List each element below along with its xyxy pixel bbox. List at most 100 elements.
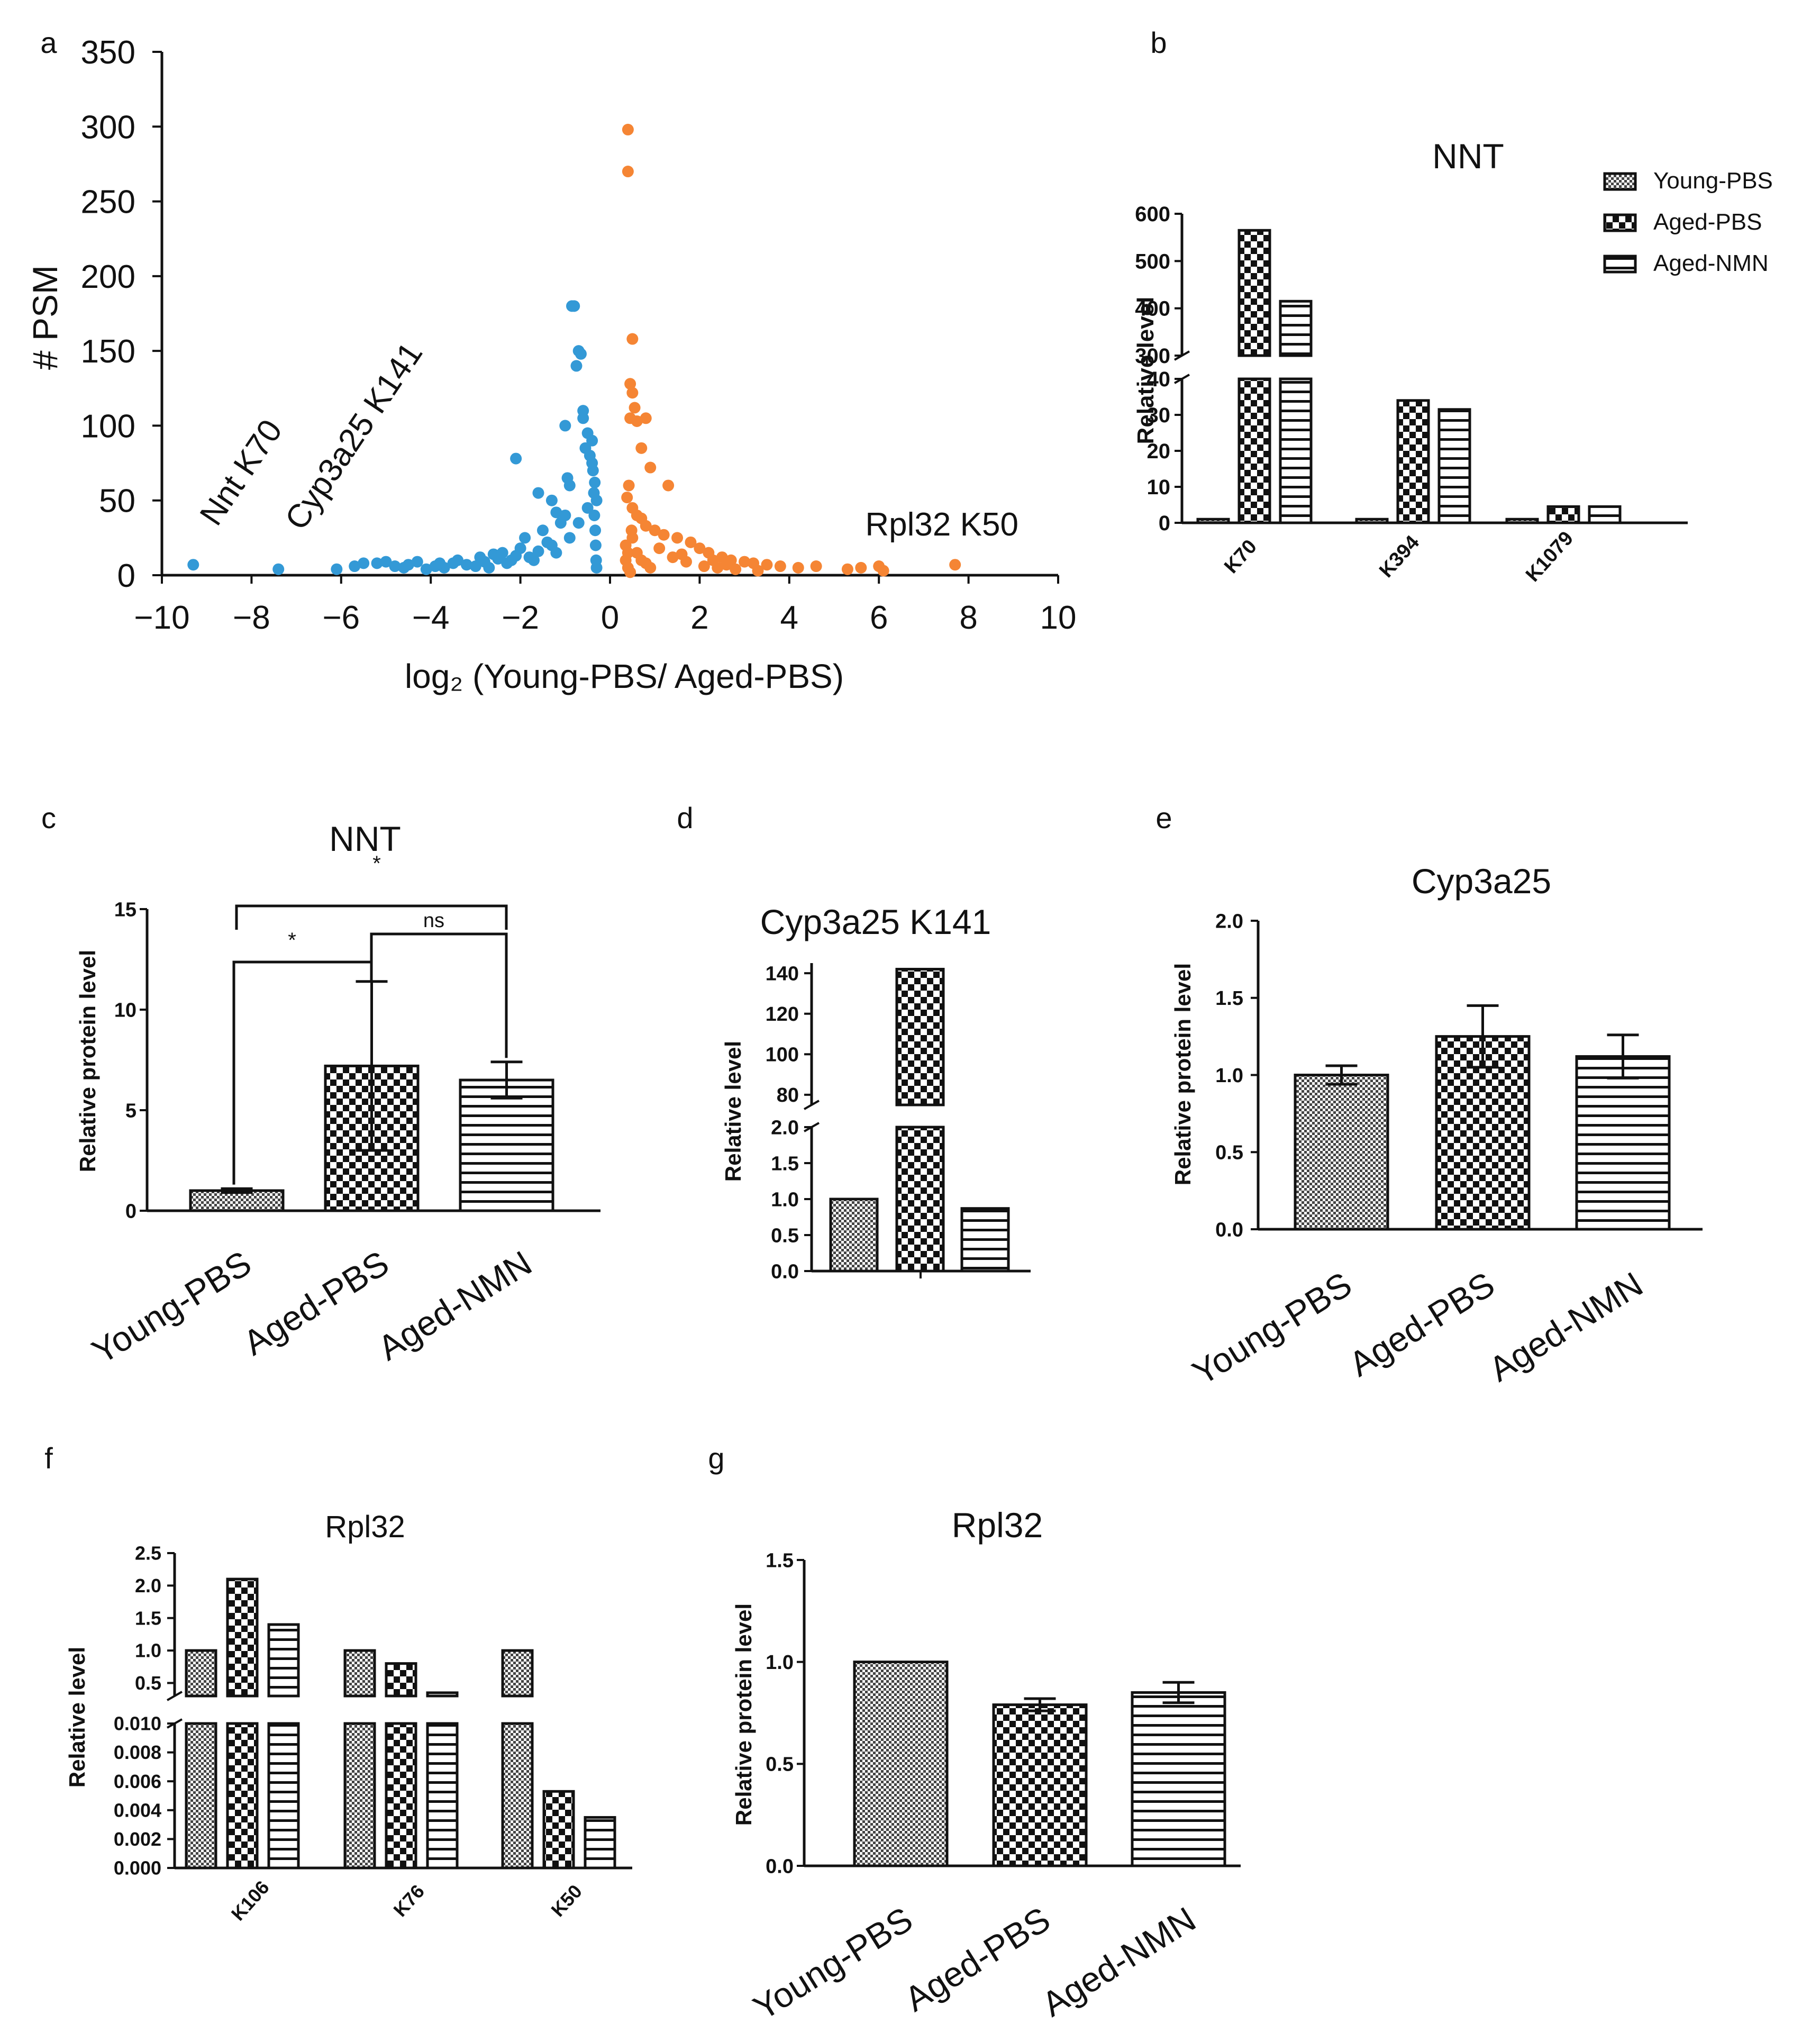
point-down bbox=[528, 554, 540, 566]
bar-f-lower bbox=[426, 1722, 459, 1870]
y-tick-label-g: 0.5 bbox=[766, 1754, 794, 1776]
y-tick-label-a: 0 bbox=[117, 558, 135, 594]
point-up bbox=[730, 563, 742, 575]
sig-bracket-c bbox=[235, 904, 508, 930]
x-tick-label-a: 2 bbox=[690, 600, 708, 636]
bar-b bbox=[1396, 399, 1430, 524]
point-down bbox=[590, 561, 603, 574]
panel-d: d Cyp3a25 K141 0.0 0.5 1.0 1.5 2.0 80 100 120 140 R… bbox=[677, 801, 1031, 1283]
y-axis-label-e: Relative protein level bbox=[1170, 963, 1195, 1185]
point-up bbox=[877, 565, 889, 577]
bar-d bbox=[960, 1207, 1010, 1273]
y-tick-label-a: 300 bbox=[81, 109, 135, 146]
point-up bbox=[644, 561, 657, 574]
bar-f-lower bbox=[226, 1722, 259, 1870]
y-axis-label-d: Relative level bbox=[721, 1041, 745, 1182]
y-tick-label-f: 0.000 bbox=[114, 1857, 161, 1879]
bar-c bbox=[189, 1189, 285, 1212]
panel-c: c NNT 0 5 10 15 Relative protein level Young-PB… bbox=[41, 801, 600, 1371]
panel-label-c: c bbox=[41, 801, 56, 834]
y-tick-label-a: 150 bbox=[81, 333, 135, 370]
bar-f-lower bbox=[185, 1722, 217, 1870]
y-tick-label-b: 20 bbox=[1147, 440, 1171, 463]
point-down bbox=[586, 434, 598, 447]
y-tick-label-d: 120 bbox=[766, 1003, 799, 1026]
bar-b-lower bbox=[1279, 377, 1313, 524]
y-tick-label-f: 0.006 bbox=[114, 1771, 161, 1792]
y-tick-label-a: 50 bbox=[99, 483, 135, 520]
x-tick-label-f: K76 bbox=[389, 1880, 429, 1921]
bar-f-upper bbox=[226, 1577, 259, 1698]
y-tick-label-b: 300 bbox=[1135, 344, 1170, 368]
sig-label-c: * bbox=[372, 852, 381, 875]
y-tick-label-e: 1.5 bbox=[1215, 987, 1243, 1010]
point-up bbox=[621, 492, 633, 504]
sig-bracket-c bbox=[370, 932, 508, 1058]
point-down bbox=[474, 551, 486, 564]
point-up bbox=[626, 333, 639, 345]
bar-b bbox=[1588, 505, 1622, 524]
chart-title-c: NNT bbox=[329, 819, 401, 858]
point-up bbox=[631, 415, 643, 427]
y-tick-label-g: 0.0 bbox=[766, 1855, 794, 1877]
point-up bbox=[644, 461, 657, 474]
bar-g bbox=[1131, 1691, 1226, 1867]
y-tick-label-d: 1.0 bbox=[771, 1189, 799, 1211]
point-down bbox=[570, 360, 583, 372]
point-up bbox=[949, 559, 961, 571]
y-tick-label-d: 0.5 bbox=[771, 1224, 799, 1247]
bar-c bbox=[459, 1078, 554, 1212]
point-up bbox=[622, 123, 634, 135]
y-tick-label-f: 0.004 bbox=[114, 1799, 161, 1821]
y-tick-label-d: 0.0 bbox=[771, 1260, 799, 1283]
chart-title-e: Cyp3a25 bbox=[1412, 861, 1551, 901]
point-down bbox=[389, 560, 401, 573]
point-up bbox=[622, 166, 634, 178]
point-down bbox=[187, 559, 199, 571]
x-tick-label-e: Aged-NMN bbox=[1482, 1264, 1649, 1389]
sig-label-c: * bbox=[288, 929, 296, 952]
x-tick-label-a: −10 bbox=[134, 600, 189, 636]
point-down bbox=[563, 532, 576, 544]
point-up bbox=[752, 565, 764, 577]
panel-label-b: b bbox=[1150, 26, 1167, 59]
point-down bbox=[545, 494, 558, 506]
axis-break-mark bbox=[167, 1691, 183, 1701]
y-axis-label-c: Relative protein level bbox=[75, 950, 100, 1172]
point-up bbox=[774, 560, 786, 573]
point-up bbox=[640, 412, 652, 424]
x-tick-label-a: 4 bbox=[780, 600, 798, 636]
x-tick-label-a: 0 bbox=[601, 600, 619, 636]
x-tick-label-g: Young-PBS bbox=[747, 1899, 920, 2027]
point-down bbox=[550, 506, 562, 519]
y-tick-label-f: 1.5 bbox=[135, 1607, 161, 1629]
point-down bbox=[420, 563, 432, 575]
point-down bbox=[586, 457, 598, 469]
legend-swatch-b bbox=[1603, 213, 1637, 232]
bar-b bbox=[1437, 408, 1471, 524]
x-tick-label-c: Aged-PBS bbox=[236, 1243, 396, 1363]
y-tick-label-b: 0 bbox=[1159, 512, 1170, 535]
point-down bbox=[402, 559, 414, 571]
point-down bbox=[572, 517, 585, 529]
point-up bbox=[629, 402, 641, 414]
point-up bbox=[624, 566, 636, 578]
point-down bbox=[514, 542, 526, 555]
point-up bbox=[685, 536, 697, 548]
point-up bbox=[792, 561, 804, 574]
bar-f-lower bbox=[343, 1722, 376, 1870]
bar-b bbox=[1546, 505, 1580, 524]
point-up bbox=[662, 479, 675, 492]
y-tick-label-f: 1.0 bbox=[135, 1640, 161, 1662]
panel-label-f: f bbox=[44, 1441, 53, 1475]
y-tick-label-b: 400 bbox=[1135, 297, 1170, 321]
y-tick-label-d: 100 bbox=[766, 1044, 799, 1066]
x-tick-label-a: 10 bbox=[1040, 600, 1077, 636]
y-tick-label-a: 100 bbox=[81, 408, 135, 444]
y-tick-label-a: 350 bbox=[81, 34, 135, 71]
point-down bbox=[568, 300, 580, 312]
point-down bbox=[331, 563, 343, 575]
y-axis-label-a: # PSM bbox=[25, 265, 65, 370]
